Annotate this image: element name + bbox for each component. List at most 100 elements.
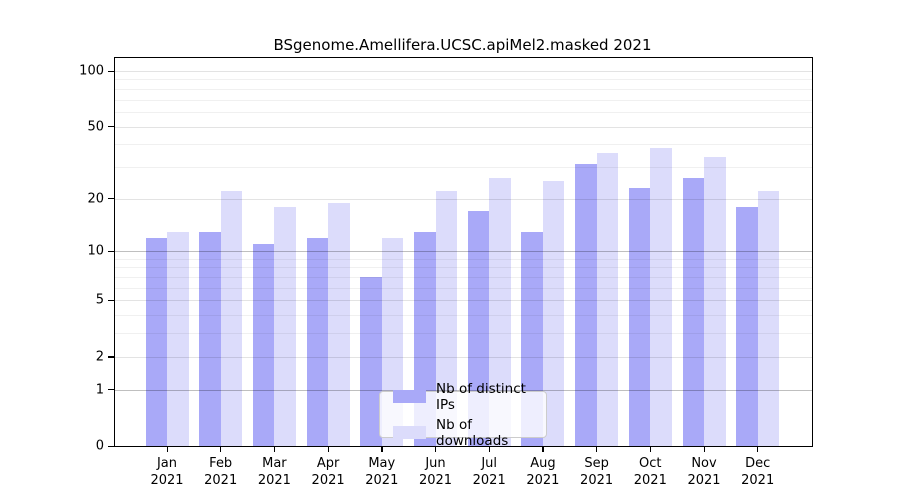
month-label: May [368, 456, 396, 471]
year-label: 2021 [311, 473, 345, 488]
year-label: 2021 [741, 473, 775, 488]
gridline-minor-7 [115, 277, 812, 279]
x-axis-label: Jan 2021 [150, 455, 183, 489]
year-label: 2021 [580, 473, 614, 488]
x-axis-label: Nov 2021 [687, 455, 720, 489]
x-axis-tick [703, 446, 705, 452]
y-axis-tick [108, 445, 115, 447]
month-label: Dec [745, 456, 771, 471]
x-axis-label: Oct 2021 [634, 455, 667, 489]
gridline-minor-40 [115, 144, 812, 146]
gridline-minor-9 [115, 258, 812, 260]
chart-title: BSgenome.Amellifera.UCSC.apiMel2.masked … [273, 36, 652, 54]
gridline-minor-60 [115, 111, 812, 113]
gridline-major-50 [115, 126, 812, 128]
bar-jul-ips [467, 211, 490, 446]
gridline-major-10 [115, 251, 812, 253]
year-label: 2021 [365, 473, 399, 488]
legend-row: Nb of downloads [380, 417, 546, 449]
x-axis-tick [381, 446, 383, 452]
y-axis-tick [108, 250, 115, 252]
gridline-minor-8 [115, 267, 812, 269]
month-label: Jul [481, 456, 498, 471]
bar-aug-downloads [542, 181, 565, 446]
month-label: Feb [209, 456, 233, 471]
x-axis-tick [488, 446, 490, 452]
gridline-minor-80 [115, 88, 812, 90]
x-axis-label: Dec 2021 [741, 455, 774, 489]
x-axis-label: Sep 2021 [580, 455, 613, 489]
x-axis-tick [273, 446, 276, 452]
bar-mar-downloads [274, 206, 296, 446]
x-axis-tick [542, 446, 544, 452]
y-axis-label: 1 [95, 382, 104, 398]
gridline-minor-70 [115, 99, 812, 101]
x-axis-tick [596, 446, 598, 452]
legend-swatch-icon [393, 426, 426, 439]
plot-area: Jan 2021 Feb 2021 Mar 2021 Apr 2021 May 2021 Jun 20… [79, 57, 813, 488]
x-axis-label: Jun 2021 [419, 455, 452, 489]
gridline-minor-4 [115, 315, 812, 317]
x-axis-tick [327, 446, 329, 452]
bar-mar-ips [252, 244, 275, 446]
y-axis-tick [108, 389, 115, 391]
bar-oct-ips [628, 187, 651, 446]
month-label: Sep [584, 456, 609, 471]
y-axis-label: 10 [87, 243, 104, 259]
bar-jun-downloads [435, 191, 457, 446]
month-label: Jan [156, 456, 178, 471]
x-axis-label: Aug 2021 [526, 455, 559, 489]
bar-jul-downloads [489, 178, 511, 446]
x-axis-tick [435, 446, 437, 452]
x-axis-label: Mar 2021 [258, 455, 291, 489]
legend-row: Nb of distinct IPs [380, 381, 546, 413]
x-axis-tick [220, 446, 222, 452]
gridline-minor-90 [115, 79, 812, 81]
y-axis-label: 50 [87, 119, 104, 135]
month-label: Mar [262, 456, 287, 471]
x-axis-label: Feb 2021 [204, 455, 237, 489]
month-label: Apr [316, 456, 340, 471]
bar-apr-downloads [328, 202, 350, 446]
y-axis-label: 100 [79, 63, 104, 79]
gridline-minor-3 [115, 333, 812, 335]
year-label: 2021 [257, 473, 291, 488]
legend-label: Nb of downloads [436, 416, 509, 449]
x-axis-label: Jul 2021 [473, 455, 506, 489]
bar-nov-ips [682, 178, 704, 446]
y-axis-label: 5 [95, 292, 104, 308]
y-axis-tick [108, 299, 115, 302]
bar-may-ips [360, 277, 382, 446]
month-label: Jun [425, 456, 446, 471]
bar-nov-downloads [704, 157, 726, 446]
year-label: 2021 [633, 473, 667, 488]
gridline-major-2 [115, 356, 812, 358]
year-label: 2021 [526, 473, 560, 488]
bar-sep-downloads [596, 152, 619, 446]
x-axis-tick [757, 446, 759, 452]
y-axis-tick [108, 356, 115, 358]
bar-oct-downloads [650, 148, 672, 446]
bar-dec-downloads [757, 191, 780, 446]
x-axis-tick [166, 446, 168, 452]
year-label: 2021 [472, 473, 506, 488]
bar-jan-ips [145, 237, 167, 446]
bar-dec-ips [736, 206, 758, 446]
month-label: Oct [639, 456, 662, 471]
gridline-major-100 [115, 71, 812, 73]
y-axis-label: 20 [87, 191, 104, 207]
month-label: Aug [530, 456, 556, 471]
y-axis-tick [108, 126, 115, 128]
x-axis-label: Apr 2021 [312, 455, 345, 489]
legend-label: Nb of distinct IPs [436, 380, 526, 413]
bar-sep-ips [575, 164, 597, 446]
gridline-major-20 [115, 198, 812, 200]
gridline-minor-30 [115, 166, 812, 168]
x-axis-label: May 2021 [365, 455, 398, 489]
month-label: Nov [691, 456, 717, 471]
gridline-major-5 [115, 300, 812, 302]
y-axis-label: 2 [95, 349, 104, 365]
y-axis-tick [108, 70, 115, 72]
legend: Nb of distinct IPs Nb of downloads [379, 381, 547, 449]
